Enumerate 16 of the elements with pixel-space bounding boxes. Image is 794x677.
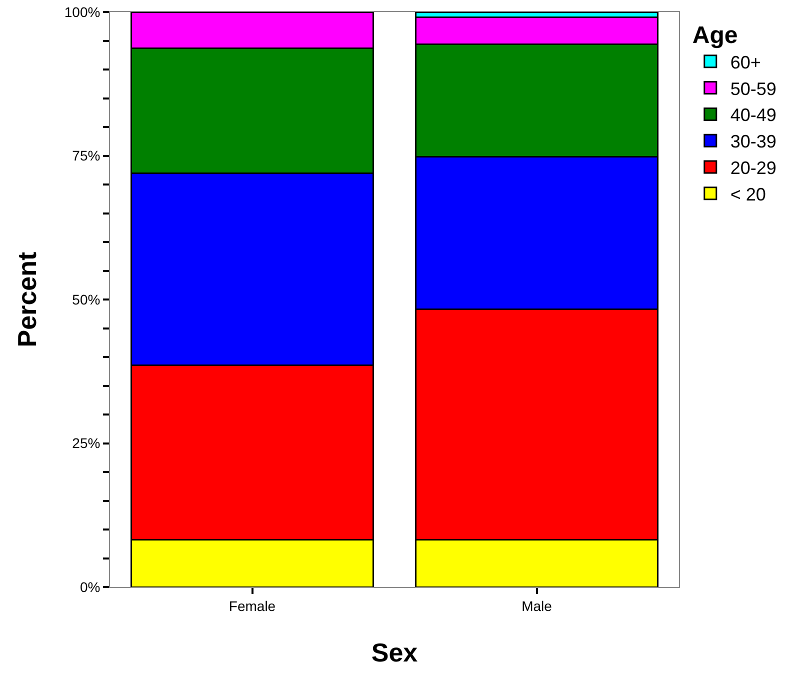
x-tick-label: Male	[522, 598, 552, 614]
legend-title: Age	[692, 22, 738, 50]
legend-label: 50-59	[730, 78, 776, 99]
x-axis-title: Sex	[371, 638, 418, 668]
legend-label: 30-39	[730, 132, 776, 152]
legend-label: 20-29	[730, 158, 776, 178]
legend-label: 60+	[730, 52, 761, 72]
y-axis-title: Percent	[12, 251, 42, 348]
y-tick-label: 0%	[80, 578, 100, 595]
y-tick-label: 75%	[72, 148, 100, 164]
x-tick-label: Female	[228, 598, 276, 614]
legend-label: < 20	[730, 184, 766, 204]
legend-label: 40-49	[730, 105, 776, 126]
y-tick-label: 25%	[72, 435, 100, 452]
y-tick-label: 100%	[64, 4, 100, 20]
y-tick-label: 50%	[72, 291, 100, 308]
